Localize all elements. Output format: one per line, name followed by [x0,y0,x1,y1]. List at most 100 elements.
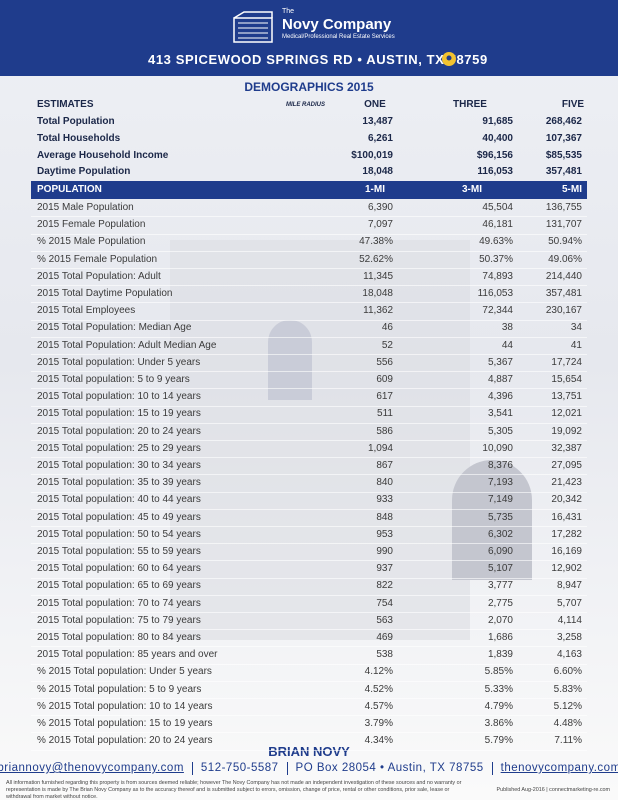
cell-value: 44 [501,339,513,351]
cell-value: 131,707 [545,219,582,231]
cell-value: 4.12% [364,666,393,678]
row-divider [31,354,587,355]
cell-value: 556 [376,356,393,368]
cell-value: 4,887 [487,374,513,385]
row-label: 2015 Total population: 40 to 44 years [37,494,201,506]
row-divider [31,285,587,287]
row-label: 2015 Total Population: Adult [37,270,161,282]
row-divider [31,508,587,510]
cell-value: 21,423 [551,477,582,489]
cell-value: 6,090 [487,546,513,557]
cell-value: 52.62% [359,253,393,265]
cell-value: 4.34% [364,735,393,747]
col-header: 1-MI [365,184,385,195]
cell-value: 8,947 [556,580,582,592]
cell-value: 6,302 [487,528,513,540]
row-divider [31,491,587,493]
cell-value: 18,048 [362,288,393,299]
row-label: 2015 Total population: 60 to 64 years [37,563,201,575]
cell-value: 45,504 [482,202,513,213]
logo-icon [233,11,273,43]
cell-value: 3,541 [487,408,513,420]
cell-value: 46 [381,322,393,334]
cell-value: 2,775 [487,597,513,609]
doc-title: DEMOGRAPHICS 2015 [244,80,374,94]
cell-value: 4,396 [487,391,513,403]
row-divider [31,371,587,373]
row-divider [31,319,587,321]
cell-value: 4,114 [557,614,582,626]
cell-value: 7,193 [487,477,513,489]
cell-value: 3.79% [364,718,393,729]
row-label: 2015 Total population: 30 to 34 years [37,460,201,471]
cell-value: 6.60% [553,666,582,678]
cell-value: 538 [376,649,393,661]
cell-value: 609 [376,374,393,385]
cell-value: 511 [377,408,393,420]
cell-value: 357,481 [545,288,582,299]
cell-value: 822 [376,580,393,592]
row-divider [31,405,587,407]
cell-value: 32,387 [551,442,582,454]
row-label: 2015 Total Population: Adult Median Age [37,339,217,351]
col-header: THREE [453,99,487,110]
cell-value: 18,048 [362,166,393,177]
row-label: Total Population [37,116,115,127]
cell-value: 5.12% [553,700,582,712]
col-header: MILE RADIUS [286,102,325,108]
disclaimer: All information furnished regarding this… [6,780,462,800]
col-header: POPULATION [37,184,102,195]
col-header: 5-MI [562,184,582,195]
cell-value: 116,053 [477,166,513,177]
cell-value: 15,654 [551,374,582,385]
published: Published Aug-2016 | connectmarketing-re… [496,787,610,793]
row-label: 2015 Total Population: Median Age [37,322,192,334]
row-divider [31,336,587,338]
cell-value: 74,893 [482,270,513,282]
cell-value: 13,751 [551,391,582,403]
cell-value: 953 [376,528,393,540]
row-divider [31,663,587,665]
cell-value: 867 [376,460,393,471]
row-divider [31,526,587,527]
contact-item: briannovy@thenovycompany.com [0,762,184,774]
row-divider [31,250,587,252]
cell-value: 41 [570,339,582,351]
row-label: 2015 Total population: 55 to 59 years [37,546,201,557]
cell-value: 27,095 [551,460,582,471]
contact-item: PO Box 28054 • Austin, TX 78755 [286,762,492,775]
cell-value: 16,431 [551,511,582,523]
row-divider [31,422,587,424]
population-header-band [31,181,587,199]
cell-value: 38 [501,322,513,334]
row-divider [31,302,587,304]
row-label: 2015 Total population: 65 to 69 years [37,580,201,592]
cell-value: 5,707 [556,597,582,609]
cell-value: 46,181 [482,219,513,231]
bg-window [452,460,532,580]
cell-value: 91,685 [482,116,513,127]
row-divider [31,577,587,579]
cell-value: 40,400 [482,133,513,144]
cell-value: 12,902 [551,563,582,575]
pin-icon [442,52,456,66]
row-label: % 2015 Total population: 15 to 19 years [37,718,213,729]
cell-value: 116,053 [477,288,513,299]
cell-value: 8,376 [487,460,513,471]
cell-value: 268,462 [545,116,582,127]
row-label: 2015 Total population: 35 to 39 years [37,477,201,489]
cell-value: 5.83% [553,683,582,695]
tagline: Medical/Professional Real Estate Service… [282,34,395,40]
contact-item: 512-750-5587 [191,762,287,775]
row-divider [31,732,587,734]
cell-value: 933 [376,494,393,506]
cell-value: 5.79% [484,735,513,747]
cell-value: 5,735 [487,511,513,523]
row-label: 2015 Total population: 20 to 24 years [37,425,201,437]
contact-name: BRIAN NOVY [268,744,350,759]
cell-value: 840 [376,477,393,489]
row-label: 2015 Total Daytime Population [37,288,173,299]
row-divider [31,749,587,751]
cell-value: 34 [570,322,582,334]
